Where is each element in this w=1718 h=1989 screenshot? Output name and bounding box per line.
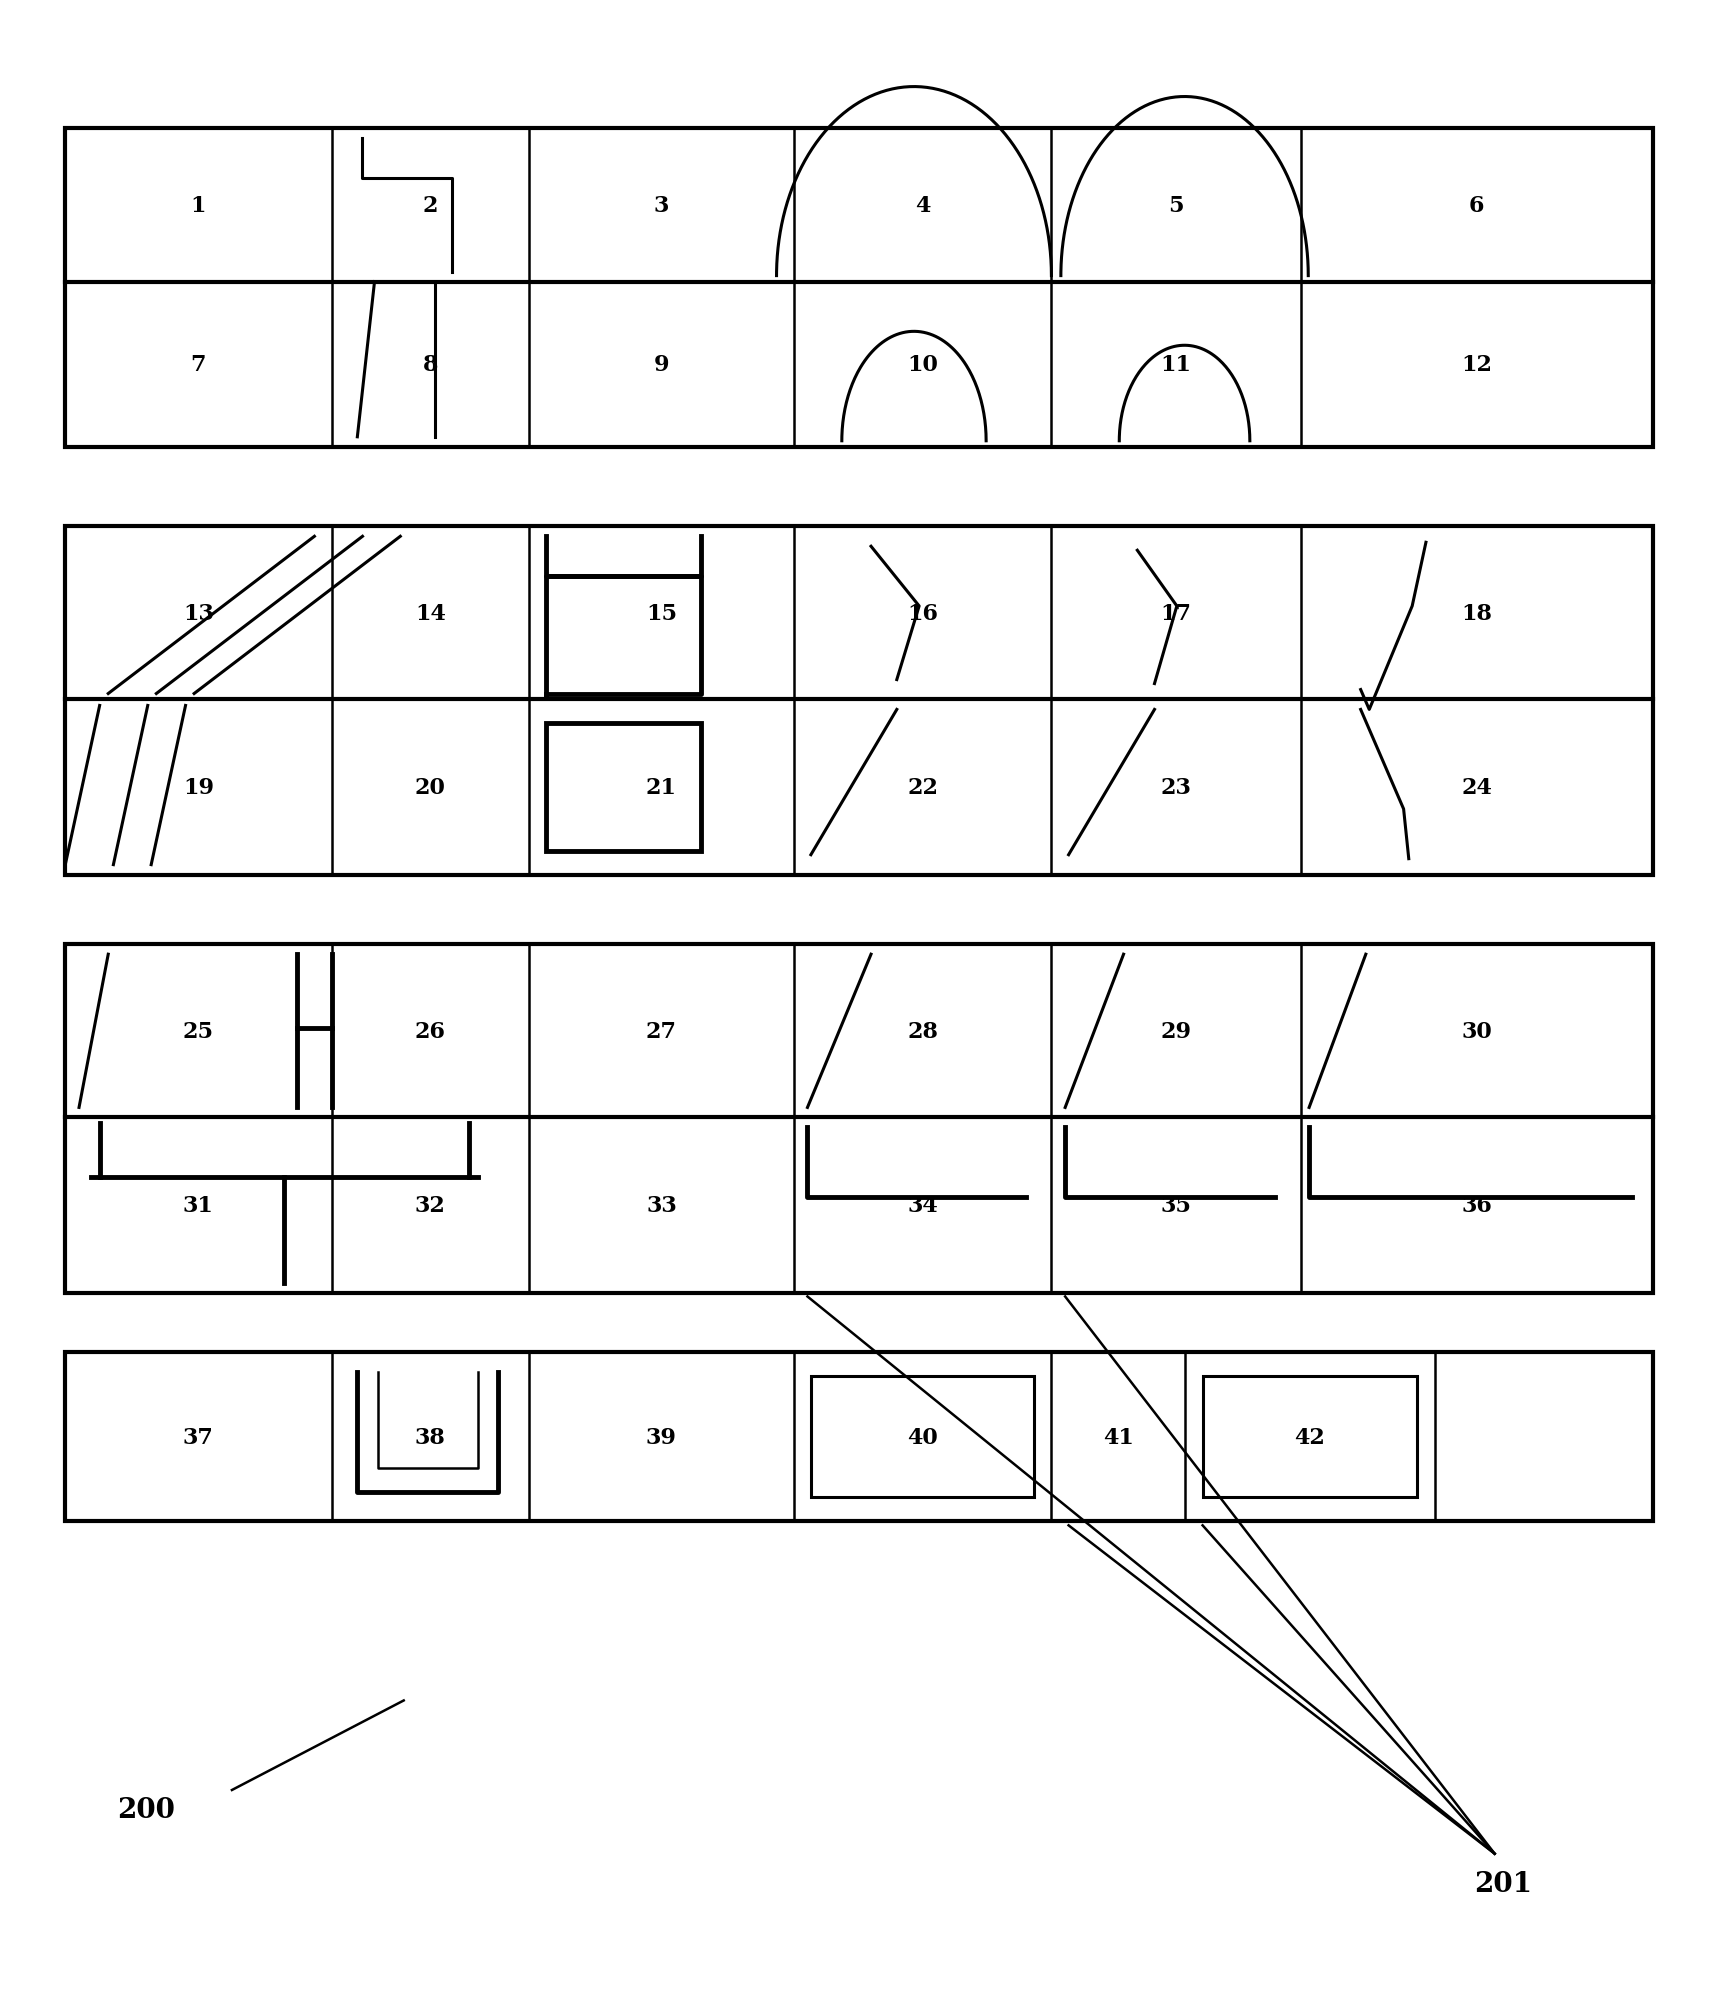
Text: 31: 31 bbox=[184, 1193, 213, 1217]
Bar bbox=[1203, 1376, 1417, 1498]
Text: 13: 13 bbox=[184, 603, 213, 625]
Text: 201: 201 bbox=[1474, 1870, 1532, 1898]
Bar bbox=[546, 724, 701, 851]
Bar bbox=[65, 945, 1653, 1293]
Text: 9: 9 bbox=[653, 354, 670, 376]
Bar bbox=[811, 1376, 1034, 1498]
Text: 14: 14 bbox=[416, 603, 445, 625]
Text: 41: 41 bbox=[1103, 1426, 1134, 1448]
Bar bbox=[65, 129, 1653, 448]
Text: 23: 23 bbox=[1161, 776, 1191, 800]
Text: 21: 21 bbox=[646, 776, 677, 800]
Text: 16: 16 bbox=[907, 603, 938, 625]
Text: 2: 2 bbox=[423, 195, 438, 217]
Text: 10: 10 bbox=[907, 354, 938, 376]
Text: 6: 6 bbox=[1469, 195, 1484, 217]
Text: 1: 1 bbox=[191, 195, 206, 217]
Text: 38: 38 bbox=[416, 1426, 445, 1448]
Text: 33: 33 bbox=[646, 1193, 677, 1217]
Text: 25: 25 bbox=[182, 1020, 215, 1042]
Text: 29: 29 bbox=[1160, 1020, 1192, 1042]
Text: 30: 30 bbox=[1462, 1020, 1491, 1042]
Text: 20: 20 bbox=[416, 776, 445, 800]
Text: 4: 4 bbox=[916, 195, 929, 217]
Text: 24: 24 bbox=[1462, 776, 1491, 800]
Text: 28: 28 bbox=[907, 1020, 938, 1042]
Text: 39: 39 bbox=[646, 1426, 677, 1448]
Text: 15: 15 bbox=[646, 603, 677, 625]
Bar bbox=[65, 527, 1653, 875]
Bar bbox=[65, 1353, 1653, 1522]
Text: 27: 27 bbox=[646, 1020, 677, 1042]
Text: 12: 12 bbox=[1460, 354, 1493, 376]
Text: 19: 19 bbox=[182, 776, 215, 800]
Text: 34: 34 bbox=[907, 1193, 938, 1217]
Text: 11: 11 bbox=[1160, 354, 1192, 376]
Text: 18: 18 bbox=[1460, 603, 1493, 625]
Text: 7: 7 bbox=[191, 354, 206, 376]
Text: 32: 32 bbox=[416, 1193, 445, 1217]
Text: 36: 36 bbox=[1462, 1193, 1491, 1217]
Text: 35: 35 bbox=[1161, 1193, 1191, 1217]
Text: 5: 5 bbox=[1168, 195, 1184, 217]
Text: 26: 26 bbox=[414, 1020, 447, 1042]
Text: 40: 40 bbox=[907, 1426, 938, 1448]
Text: 17: 17 bbox=[1160, 603, 1192, 625]
Text: 3: 3 bbox=[655, 195, 668, 217]
Text: 22: 22 bbox=[907, 776, 938, 800]
Text: 37: 37 bbox=[184, 1426, 213, 1448]
Text: 42: 42 bbox=[1295, 1426, 1325, 1448]
Text: 200: 200 bbox=[117, 1796, 175, 1824]
Text: 8: 8 bbox=[423, 354, 438, 376]
